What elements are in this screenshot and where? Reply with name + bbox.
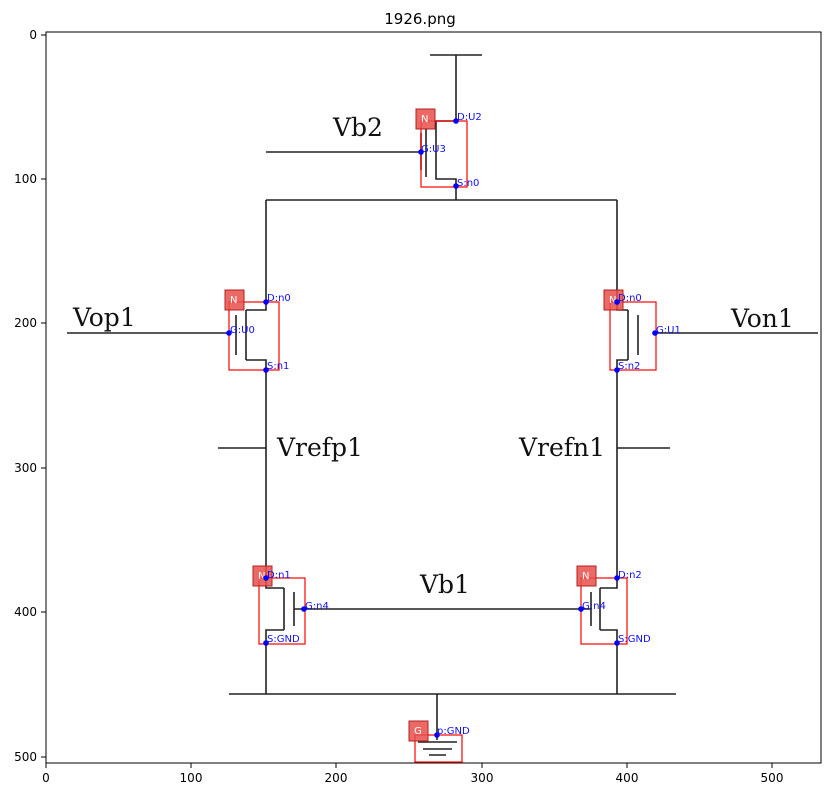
x-tick-label: 0 (42, 771, 50, 785)
pin-label: D:n1 (267, 570, 291, 581)
component-type-badge (415, 108, 436, 130)
x-tick-label: 400 (616, 771, 639, 785)
component-type-badge (603, 289, 624, 311)
net-label-von1: Von1 (730, 304, 794, 333)
component-type-label: N (582, 571, 589, 582)
y-tick-label: 0 (29, 28, 37, 42)
pin-label: G:U3 (421, 144, 446, 155)
pin-marker (301, 606, 307, 612)
component-annotation: N D:n0 G:U1 S:n2 (603, 289, 681, 373)
pin-marker (614, 575, 620, 581)
net-label-vrefn1: Vrefn1 (518, 433, 605, 462)
pin-marker (453, 183, 459, 189)
net-label-vb1: Vb1 (419, 570, 470, 599)
component-bbox (609, 301, 657, 371)
pin-marker (614, 640, 620, 646)
pin-label: D:n0 (267, 293, 291, 304)
pin-marker (614, 367, 620, 373)
pin-label: S:n2 (618, 361, 640, 372)
component-annotation: N D:n0 G:U0 S:n1 (224, 289, 291, 373)
pin-label: G:U0 (230, 325, 255, 336)
component-annotation: N D:n1 G:n4 S:GND (252, 565, 329, 646)
component-annotation: G p:GND (408, 720, 470, 763)
pin-label: D:n2 (618, 570, 642, 581)
pin-label: G:n4 (305, 601, 329, 612)
x-tick-label: 500 (761, 771, 784, 785)
pin-label: S:GND (267, 634, 300, 645)
y-tick-label: 300 (14, 461, 37, 475)
pin-marker (453, 118, 459, 124)
component-type-label: G (414, 726, 422, 737)
component-type-badge (252, 565, 273, 587)
plot-frame (45, 31, 822, 764)
pin-label: D:U2 (457, 112, 482, 123)
net-label-vb2: Vb2 (332, 113, 383, 142)
component-type-badge (576, 565, 597, 587)
pin-label: S:n1 (267, 361, 289, 372)
component-annotation: N D:n2 G:n4 S:GND (576, 565, 651, 646)
pin-label: D:n0 (618, 293, 642, 304)
component-annotation: N D:U2 G:U3 S:n0 (415, 108, 482, 189)
figure-title: 1926.png (384, 10, 456, 28)
x-tick-label: 300 (471, 771, 494, 785)
component-type-badge (224, 289, 245, 311)
pin-marker (263, 575, 269, 581)
y-tick-label: 200 (14, 316, 37, 330)
pin-label: G:n4 (582, 601, 606, 612)
pin-marker (226, 330, 232, 336)
y-tick-label: 100 (14, 172, 37, 186)
pin-marker (263, 367, 269, 373)
pin-marker (434, 732, 440, 738)
x-tick-label: 200 (325, 771, 348, 785)
pin-marker (263, 299, 269, 305)
pin-marker (614, 299, 620, 305)
component-bbox (228, 301, 280, 371)
x-axis: 0 100 200 300 400 500 (42, 763, 783, 785)
y-tick-label: 500 (14, 750, 37, 764)
component-type-label: N (609, 295, 616, 306)
component-type-label: N (258, 571, 265, 582)
pin-label: G:U1 (656, 325, 681, 336)
component-type-label: N (421, 114, 428, 125)
y-axis: 0 100 200 300 400 500 (14, 28, 46, 764)
y-tick-label: 400 (14, 605, 37, 619)
component-type-badge (408, 720, 429, 742)
x-tick-label: 100 (180, 771, 203, 785)
pin-label: p:GND (437, 726, 470, 737)
net-label-vrefp1: Vrefp1 (276, 433, 363, 462)
net-label-vop1: Vop1 (72, 303, 136, 332)
pin-marker (578, 606, 584, 612)
pin-marker (652, 330, 658, 336)
schematic-wires (67, 54, 818, 756)
component-type-label: N (230, 295, 237, 306)
pin-marker (263, 640, 269, 646)
pin-marker (418, 149, 424, 155)
pin-label: S:GND (618, 634, 651, 645)
pin-label: S:n0 (457, 178, 479, 189)
